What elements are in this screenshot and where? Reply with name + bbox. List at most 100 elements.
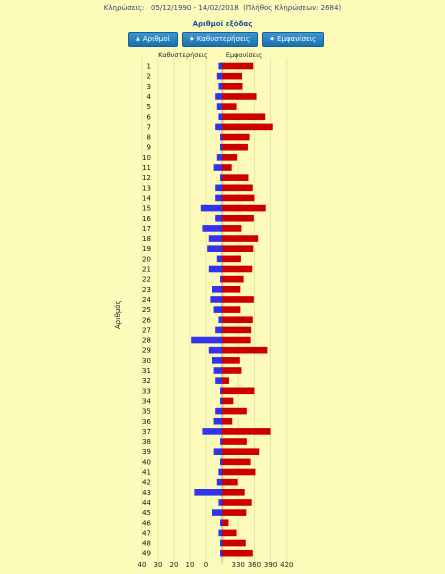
category-label: 42 xyxy=(142,479,151,487)
appearance-bar xyxy=(222,306,241,313)
right-tick-label: 360 xyxy=(248,561,261,569)
left-tick-label: 40 xyxy=(138,561,147,569)
appearance-bar xyxy=(222,296,254,303)
appearance-bar xyxy=(222,549,253,557)
category-label: 47 xyxy=(142,529,151,537)
delay-bar xyxy=(213,367,222,374)
category-label: 7 xyxy=(147,123,151,131)
delay-bar xyxy=(215,377,222,384)
delay-bar xyxy=(215,123,222,131)
draw-count: (Πλήθος Κληρώσεων: 2684) xyxy=(243,4,342,12)
diamond-icon: ◆ xyxy=(189,36,194,42)
category-label: 40 xyxy=(142,458,151,466)
delay-bar xyxy=(220,438,222,445)
delays-header: Καθυστερήσεις xyxy=(158,51,208,59)
appearance-bar xyxy=(222,417,233,425)
category-label: 12 xyxy=(142,174,151,182)
sort-by-delays-button[interactable]: ◆ Καθυστερήσεις xyxy=(181,32,259,47)
appearance-bar xyxy=(222,214,254,222)
delay-bar xyxy=(216,255,222,263)
triangle-up-icon: ▲ xyxy=(136,36,140,42)
appearance-bar xyxy=(222,428,271,435)
appearance-bar xyxy=(222,265,253,273)
appearance-bar xyxy=(222,154,238,161)
appearance-bar xyxy=(222,539,246,547)
delay-bar xyxy=(215,184,222,192)
category-label: 14 xyxy=(142,194,151,202)
delay-bar xyxy=(212,357,222,364)
appearance-bar xyxy=(222,357,240,364)
delay-bar xyxy=(200,204,222,212)
delay-bar xyxy=(218,316,222,324)
delay-bar xyxy=(207,245,222,252)
right-tick-label: 330 xyxy=(232,561,245,569)
appearance-bar xyxy=(222,103,237,110)
appearance-bar xyxy=(222,367,242,374)
delay-bar xyxy=(208,265,222,273)
category-label: 29 xyxy=(142,347,151,355)
appearance-bar xyxy=(222,458,251,466)
delay-bar xyxy=(215,214,222,222)
sort-by-delays-label: Καθυστερήσεις xyxy=(196,35,251,43)
category-label: 5 xyxy=(147,103,151,111)
sort-by-number-button[interactable]: ▲ Αριθμοί xyxy=(128,32,178,47)
category-label: 23 xyxy=(142,286,151,294)
category-label: 41 xyxy=(142,469,151,477)
delay-bar xyxy=(220,539,222,547)
appearance-bar xyxy=(222,336,251,344)
appearance-bar xyxy=(222,499,252,506)
delay-bar xyxy=(212,509,222,516)
appearance-bar xyxy=(222,62,254,70)
delay-bar xyxy=(220,275,222,283)
controls-title: Αριθμοί εξόδας xyxy=(192,20,253,28)
delay-bar xyxy=(215,93,222,100)
category-label: 37 xyxy=(142,428,151,436)
appearance-bar xyxy=(222,255,241,263)
delay-bar xyxy=(213,164,222,171)
delay-bar xyxy=(218,62,222,70)
left-tick-label: 20 xyxy=(170,561,179,569)
delay-bar xyxy=(218,499,222,506)
category-label: 6 xyxy=(147,113,152,121)
category-label: 28 xyxy=(142,337,151,345)
appearance-bar xyxy=(222,286,241,293)
appearance-bar xyxy=(222,113,266,121)
delay-bar xyxy=(213,417,222,425)
delay-bar xyxy=(208,235,222,242)
delay-bar xyxy=(208,346,222,354)
appearance-bar xyxy=(222,225,242,232)
category-label: 45 xyxy=(142,509,151,517)
delay-bar xyxy=(220,387,222,395)
appearance-bar xyxy=(222,316,253,324)
category-label: 33 xyxy=(142,387,151,395)
delay-bar xyxy=(212,286,222,293)
category-label: 18 xyxy=(142,235,151,243)
delay-bar xyxy=(213,306,222,313)
delay-bar xyxy=(218,468,222,476)
category-label: 20 xyxy=(142,255,151,263)
appearance-bar xyxy=(222,174,249,181)
diamond-icon: ◆ xyxy=(270,36,275,42)
delay-bar xyxy=(194,489,222,496)
delay-bar xyxy=(220,174,222,181)
category-label: 30 xyxy=(142,357,151,365)
delay-bar xyxy=(202,225,222,232)
appearance-bar xyxy=(222,93,257,100)
sort-by-appearances-label: Εμφανίσεις xyxy=(277,35,317,43)
appearance-bar xyxy=(222,489,245,496)
category-label: 15 xyxy=(142,205,151,213)
delay-bar xyxy=(216,154,222,161)
chart-marks xyxy=(191,62,273,557)
category-label: 34 xyxy=(142,397,151,405)
category-label: 44 xyxy=(142,499,151,507)
appearance-bar xyxy=(222,529,237,537)
appearance-bar xyxy=(222,83,243,90)
delay-bar xyxy=(215,194,222,202)
appearance-bar xyxy=(222,519,229,527)
delay-bar xyxy=(220,519,222,527)
category-label: 46 xyxy=(142,519,151,527)
sort-by-appearances-button[interactable]: ◆ Εμφανίσεις xyxy=(262,32,325,47)
category-label: 1 xyxy=(147,63,151,71)
category-label: 24 xyxy=(142,296,151,304)
